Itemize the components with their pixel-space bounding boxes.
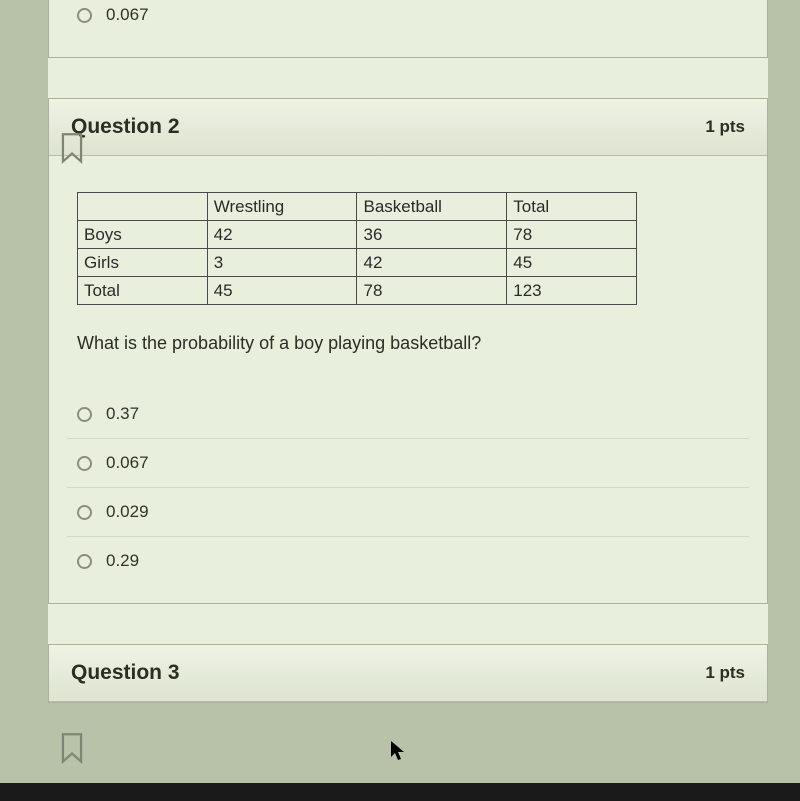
table-cell: Wrestling <box>207 193 357 221</box>
table-cell: Basketball <box>357 193 507 221</box>
table-row: Boys 42 36 78 <box>78 221 637 249</box>
question-3-block: Question 3 1 pts <box>48 644 768 703</box>
table-cell: 123 <box>507 277 637 305</box>
table-row: Total 45 78 123 <box>78 277 637 305</box>
question-1-block: 0.067 <box>48 0 768 58</box>
option-row[interactable]: 0.029 <box>67 488 749 537</box>
table-cell: 3 <box>207 249 357 277</box>
question-body: Wrestling Basketball Total Boys 42 36 78… <box>49 156 767 380</box>
table-cell: Girls <box>78 249 208 277</box>
question-header: Question 3 1 pts <box>49 645 767 702</box>
option-label: 0.029 <box>106 502 149 522</box>
radio-icon[interactable] <box>77 505 92 520</box>
page-content: 0.067 Question 2 1 pts Wrestling Basketb… <box>48 0 768 703</box>
table-cell: 45 <box>207 277 357 305</box>
table-cell: Total <box>78 277 208 305</box>
table-cell: 42 <box>207 221 357 249</box>
radio-icon[interactable] <box>77 407 92 422</box>
question-title: Question 3 <box>71 661 180 685</box>
table-cell: 42 <box>357 249 507 277</box>
question-points: 1 pts <box>705 117 745 137</box>
cursor-icon <box>390 740 406 762</box>
question-1-options: 0.067 <box>49 0 767 57</box>
radio-icon[interactable] <box>77 456 92 471</box>
data-table: Wrestling Basketball Total Boys 42 36 78… <box>77 192 637 305</box>
option-row[interactable]: 0.29 <box>67 537 749 585</box>
option-row[interactable]: 0.37 <box>67 390 749 439</box>
table-cell: 78 <box>357 277 507 305</box>
question-prompt: What is the probability of a boy playing… <box>77 333 739 354</box>
question-header: Question 2 1 pts <box>49 99 767 156</box>
question-2-options: 0.37 0.067 0.029 0.29 <box>49 380 767 603</box>
table-cell: 78 <box>507 221 637 249</box>
option-label: 0.29 <box>106 551 139 571</box>
table-cell: 45 <box>507 249 637 277</box>
table-cell <box>78 193 208 221</box>
table-row: Girls 3 42 45 <box>78 249 637 277</box>
question-points: 1 pts <box>705 663 745 683</box>
table-cell: Boys <box>78 221 208 249</box>
table-cell: Total <box>507 193 637 221</box>
bookmark-icon[interactable] <box>58 132 86 166</box>
option-label: 0.37 <box>106 404 139 424</box>
bottom-edge <box>0 783 800 801</box>
bookmark-icon[interactable] <box>58 732 86 766</box>
option-row[interactable]: 0.067 <box>67 439 749 488</box>
table-row: Wrestling Basketball Total <box>78 193 637 221</box>
radio-icon[interactable] <box>77 8 92 23</box>
question-2-block: Question 2 1 pts Wrestling Basketball To… <box>48 98 768 604</box>
option-label: 0.067 <box>106 5 149 25</box>
option-label: 0.067 <box>106 453 149 473</box>
option-row[interactable]: 0.067 <box>67 0 749 39</box>
question-title: Question 2 <box>71 115 180 139</box>
table-cell: 36 <box>357 221 507 249</box>
radio-icon[interactable] <box>77 554 92 569</box>
